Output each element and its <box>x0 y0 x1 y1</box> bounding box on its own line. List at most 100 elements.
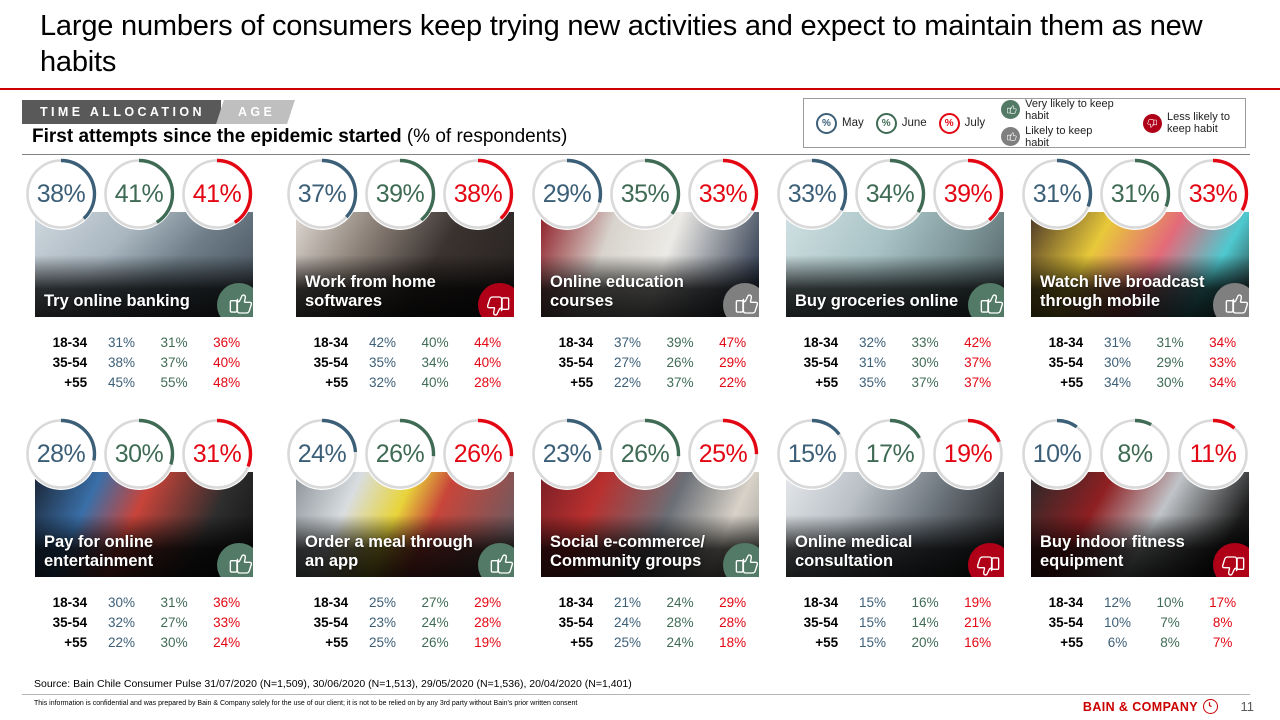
age-breakdown-table: 18-34 37% 39% 47% 35-54 27% 26% 29% +55 22% 37% 22% <box>537 333 759 393</box>
thumbs-down-icon <box>1143 113 1162 133</box>
age-label: 35-54 <box>52 615 88 630</box>
card-watch-live-broadcast-through-mobile[interactable]: 31% 31% 33% Watch live broadcast through mo… <box>1021 158 1249 390</box>
legend: % May% June% July Very likely to keep habit L… <box>803 98 1246 149</box>
table-row: 18-34 12% 10% 17% <box>1027 593 1249 613</box>
table-row: 35-54 30% 29% 33% <box>1027 353 1249 373</box>
subtitle-light: (% of respondents) <box>406 126 568 147</box>
card-caption: Online medical consultation <box>795 533 913 570</box>
donut-group: 10% 8% 11% <box>1021 418 1249 493</box>
value-june: 40% <box>421 335 449 350</box>
donut-june: 35% <box>609 158 681 230</box>
table-row: 35-54 24% 28% 28% <box>537 613 759 633</box>
card-pay-for-online-entertainment[interactable]: 28% 30% 31% Pay for online entertainment 18-… <box>25 418 253 650</box>
legend-month-may: % May <box>816 112 864 134</box>
value-july: 37% <box>964 375 992 390</box>
table-row: 35-54 15% 14% 21% <box>782 613 1004 633</box>
card-online-education-courses[interactable]: 29% 35% 33% Online education courses 18-34 37… <box>531 158 759 390</box>
donut-group: 24% 26% 26% <box>286 418 514 493</box>
card-online-medical-consultation[interactable]: 15% 17% 19% Online medical consultation 18-3… <box>776 418 1004 650</box>
donut-value: 17% <box>865 439 915 468</box>
value-june: 33% <box>911 335 939 350</box>
age-label: 35-54 <box>558 615 594 630</box>
card-photo: Online education courses <box>541 212 759 317</box>
value-may: 15% <box>858 615 886 630</box>
donut-value: 31% <box>1032 179 1082 208</box>
donut-july: 39% <box>932 158 1004 230</box>
table-row: 18-34 42% 40% 44% <box>292 333 514 353</box>
age-breakdown-table: 18-34 30% 31% 36% 35-54 32% 27% 33% +55 22% 30% 24% <box>31 593 253 653</box>
donut-july: 25% <box>687 418 759 490</box>
donut-value: 31% <box>1110 179 1160 208</box>
legend-habits: Very likely to keep habit Likely to keep … <box>1001 98 1245 149</box>
table-row: 18-34 21% 24% 29% <box>537 593 759 613</box>
donut-july: 38% <box>442 158 514 230</box>
card-order-a-meal-through-an-app[interactable]: 24% 26% 26% Order a meal through an app 18-3… <box>286 418 514 650</box>
table-row: +55 25% 24% 18% <box>537 633 759 653</box>
card-buy-groceries-online[interactable]: 33% 34% 39% Buy groceries online 18-34 32% 33%… <box>776 158 1004 390</box>
age-label: 35-54 <box>558 355 594 370</box>
card-try-online-banking[interactable]: 38% 41% 41% Try online banking 18-34 31% 31% 36… <box>25 158 253 390</box>
value-may: 34% <box>1103 375 1131 390</box>
donut-group: 33% 34% 39% <box>776 158 1004 233</box>
table-row: 18-34 31% 31% 34% <box>1027 333 1249 353</box>
value-may: 12% <box>1103 595 1131 610</box>
donut-group: 31% 31% 33% <box>1021 158 1249 233</box>
value-july: 28% <box>719 615 747 630</box>
table-row: 35-54 31% 30% 37% <box>782 353 1004 373</box>
donut-value: 41% <box>192 179 242 208</box>
table-row: 18-34 30% 31% 36% <box>31 593 253 613</box>
value-may: 27% <box>613 355 641 370</box>
value-may: 31% <box>1103 335 1131 350</box>
value-june: 30% <box>911 355 939 370</box>
value-july: 18% <box>719 635 747 650</box>
thumbs-up-icon <box>217 283 253 317</box>
value-may: 24% <box>613 615 641 630</box>
donut-value: 26% <box>620 439 670 468</box>
value-july: 47% <box>719 335 747 350</box>
thumbs-down-icon <box>968 543 1004 577</box>
age-label: 18-34 <box>52 595 88 610</box>
thumbs-up-icon <box>217 543 253 577</box>
value-may: 45% <box>107 375 135 390</box>
tab-time-allocation[interactable]: TIME ALLOCATION <box>22 100 221 124</box>
value-july: 42% <box>964 335 992 350</box>
table-row: 35-54 27% 26% 29% <box>537 353 759 373</box>
age-label: +55 <box>64 635 88 650</box>
donut-value: 33% <box>698 179 748 208</box>
donut-value: 39% <box>943 179 993 208</box>
value-may: 22% <box>107 635 135 650</box>
value-may: 42% <box>368 335 396 350</box>
value-june: 30% <box>160 635 188 650</box>
card-buy-indoor-fitness-equipment[interactable]: 10% 8% 11% Buy indoor fitness equipment 18-3… <box>1021 418 1249 650</box>
value-july: 36% <box>213 335 241 350</box>
tab-age[interactable]: AGE <box>215 100 296 124</box>
value-july: 29% <box>719 355 747 370</box>
value-july: 29% <box>719 595 747 610</box>
value-july: 36% <box>213 595 241 610</box>
donut-group: 37% 39% 38% <box>286 158 514 233</box>
value-june: 29% <box>1156 355 1184 370</box>
value-june: 37% <box>160 355 188 370</box>
value-may: 23% <box>368 615 396 630</box>
value-may: 37% <box>613 335 641 350</box>
value-july: 34% <box>1209 335 1237 350</box>
legend-very-likely: Very likely to keep habit <box>1001 98 1117 122</box>
card-caption: Social e-commerce/ Community groups <box>550 533 705 570</box>
card-caption: Watch live broadcast through mobile <box>1040 273 1205 310</box>
card-social-ecommerce-community-groups[interactable]: 23% 26% 25% Social e-commerce/ Community gr… <box>531 418 759 650</box>
card-caption: Order a meal through an app <box>305 533 473 570</box>
card-photo: Watch live broadcast through mobile <box>1031 212 1249 317</box>
age-label: 18-34 <box>558 595 594 610</box>
value-may: 31% <box>858 355 886 370</box>
value-july: 37% <box>964 355 992 370</box>
donut-value: 37% <box>297 179 347 208</box>
card-work-from-home-softwares[interactable]: 37% 39% 38% Work from home softwares 18-34 42… <box>286 158 514 390</box>
value-july: 34% <box>1209 375 1237 390</box>
value-may: 32% <box>858 335 886 350</box>
donut-may: 23% <box>531 418 603 490</box>
legend-month-label: July <box>964 117 986 129</box>
value-may: 15% <box>858 635 886 650</box>
value-may: 35% <box>368 355 396 370</box>
value-july: 7% <box>1212 635 1233 650</box>
value-june: 24% <box>666 635 694 650</box>
